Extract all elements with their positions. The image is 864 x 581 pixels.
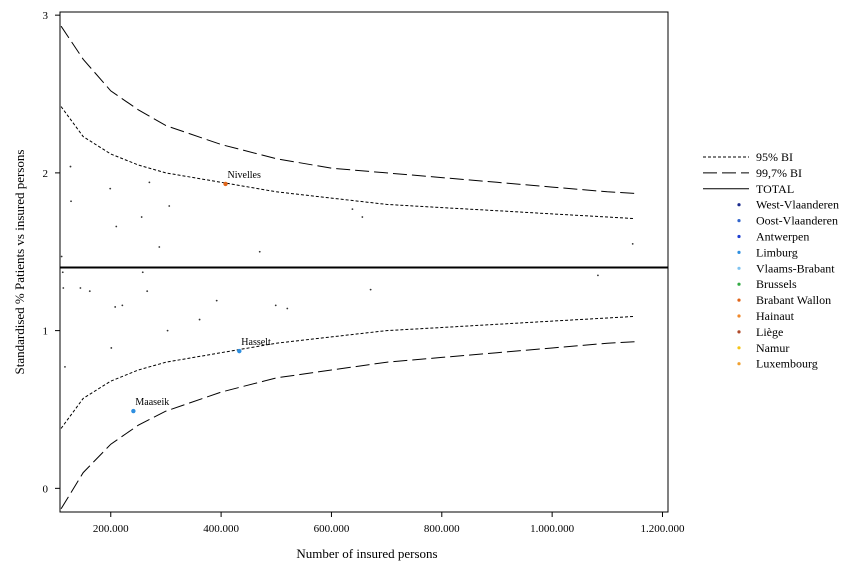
legend-label: TOTAL xyxy=(756,182,794,196)
legend-label: Brussels xyxy=(756,277,797,291)
legend-marker xyxy=(737,362,741,366)
point-label: Maaseik xyxy=(135,397,169,408)
data-point xyxy=(69,165,72,168)
data-point xyxy=(146,290,149,293)
legend-marker xyxy=(737,282,741,286)
data-point xyxy=(62,287,65,289)
data-point xyxy=(109,187,112,190)
x-tick-label: 400.000 xyxy=(203,523,239,535)
legend-label: Limburg xyxy=(756,245,798,259)
data-point xyxy=(361,216,364,218)
y-tick-label: 2 xyxy=(43,168,49,180)
point-label: Hasselt xyxy=(241,337,271,348)
legend-marker xyxy=(737,330,741,334)
x-tick-label: 1.000.000 xyxy=(530,523,575,535)
legend-marker xyxy=(737,234,741,239)
legend-label: West-Vlaanderen xyxy=(756,198,839,212)
data-point xyxy=(198,318,201,321)
legend-label: 95% BI xyxy=(756,150,793,164)
legend: 95% BI 99,7% BI TOTAL West-Vlaanderen Oost-V… xyxy=(703,150,839,371)
data-point xyxy=(597,274,599,277)
x-tick-label: 800.000 xyxy=(424,523,460,535)
legend-marker xyxy=(737,219,741,223)
data-point xyxy=(110,347,113,349)
data-point xyxy=(369,288,372,291)
x-axis-label: Number of insured persons xyxy=(296,546,437,561)
data-point xyxy=(60,255,63,258)
bi997-upper-curve xyxy=(60,25,635,194)
data-point xyxy=(274,304,277,307)
x-tick-label: 200.000 xyxy=(93,523,129,535)
legend-label: Vlaams-Brabant xyxy=(756,261,835,275)
data-point xyxy=(148,181,151,184)
data-point xyxy=(631,242,634,245)
data-point xyxy=(223,181,228,187)
data-point xyxy=(88,290,91,293)
legend-label: Oost-Vlaanderen xyxy=(756,214,838,228)
data-point xyxy=(141,271,144,274)
legend-marker xyxy=(737,314,741,318)
legend-label: Brabant Wallon xyxy=(756,293,831,307)
data-point xyxy=(168,205,171,207)
data-point xyxy=(70,200,72,203)
y-axis-label: Standardised % Patients vs insured perso… xyxy=(12,150,27,375)
legend-label: Liège xyxy=(756,325,783,339)
data-point xyxy=(215,299,218,302)
data-point xyxy=(115,225,118,228)
legend-marker xyxy=(737,266,741,270)
legend-label: Antwerpen xyxy=(756,230,809,244)
data-point xyxy=(79,287,82,289)
y-tick-label: 3 xyxy=(43,10,49,22)
data-point xyxy=(64,365,66,368)
bi95-lower-curve xyxy=(60,315,635,429)
data-point xyxy=(140,216,143,218)
bi95-upper-curve xyxy=(60,106,635,220)
legend-label: Luxembourg xyxy=(756,357,818,371)
data-point xyxy=(121,304,124,307)
data-point xyxy=(114,306,117,308)
data-point xyxy=(351,208,354,211)
legend-marker xyxy=(737,346,741,350)
data-point xyxy=(258,250,261,253)
legend-label: 99,7% BI xyxy=(756,166,802,180)
data-point xyxy=(286,307,289,310)
data-point xyxy=(131,408,136,414)
plot-area: 200.000 400.000 600.000 800.000 1.000.000 1.2… xyxy=(43,10,685,535)
legend-marker xyxy=(737,203,741,207)
x-tick-label: 600.000 xyxy=(314,523,350,535)
legend-label: Namur xyxy=(756,341,789,355)
data-point xyxy=(237,348,242,354)
y-tick-label: 0 xyxy=(43,483,49,495)
point-label: Nivelles xyxy=(228,170,261,181)
legend-marker xyxy=(737,250,741,254)
plot-frame xyxy=(59,11,669,513)
x-tick-label: 1.200.000 xyxy=(640,523,685,535)
bi997-lower-curve xyxy=(60,341,635,510)
y-tick-label: 1 xyxy=(43,326,49,338)
legend-marker xyxy=(737,298,741,302)
data-point xyxy=(166,329,169,332)
data-point xyxy=(61,271,64,274)
legend-label: Hainaut xyxy=(756,309,795,323)
data-point xyxy=(158,246,161,248)
